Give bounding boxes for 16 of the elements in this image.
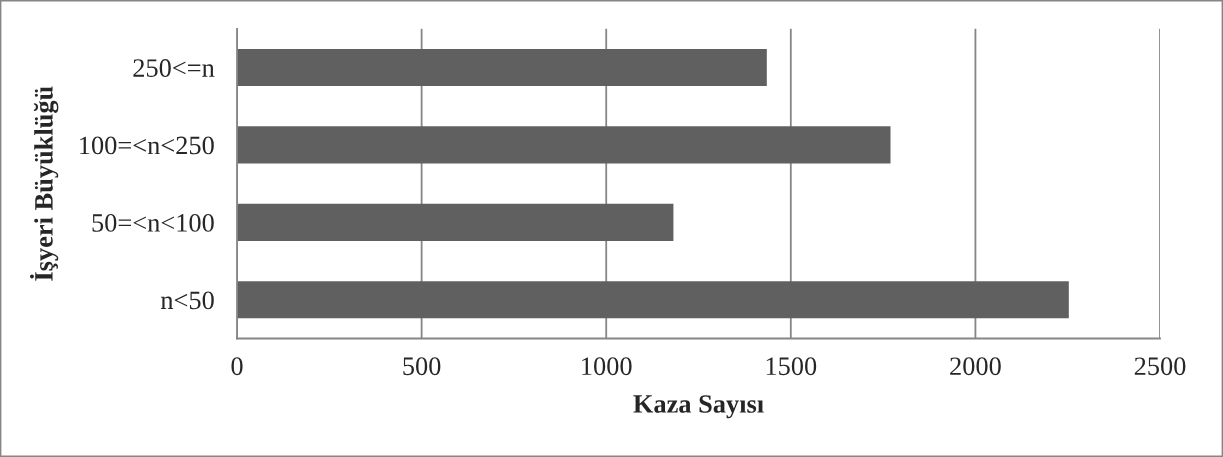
y-tick-label: n<50 [160,291,214,310]
bar [237,281,1069,319]
x-tick-label: 2500 [1134,357,1186,376]
x-axis-title: Kaza Sayısı [633,395,764,419]
y-tick-label: 100=<n<250 [80,136,214,155]
x-tick-label: 0 [231,357,243,376]
bar [237,203,674,241]
bar [237,126,891,164]
y-axis-title: İşyeri Büyüklüğü [29,86,59,281]
bar [237,48,767,87]
y-tick-label: 250<=n [133,59,215,77]
x-tick-label: 1000 [582,357,632,376]
y-tick-label: 50=<n<100 [92,213,214,232]
x-tick-label: 2000 [950,357,1001,376]
x-tick-label: 1500 [766,357,817,376]
x-tick-label: 500 [403,357,441,376]
